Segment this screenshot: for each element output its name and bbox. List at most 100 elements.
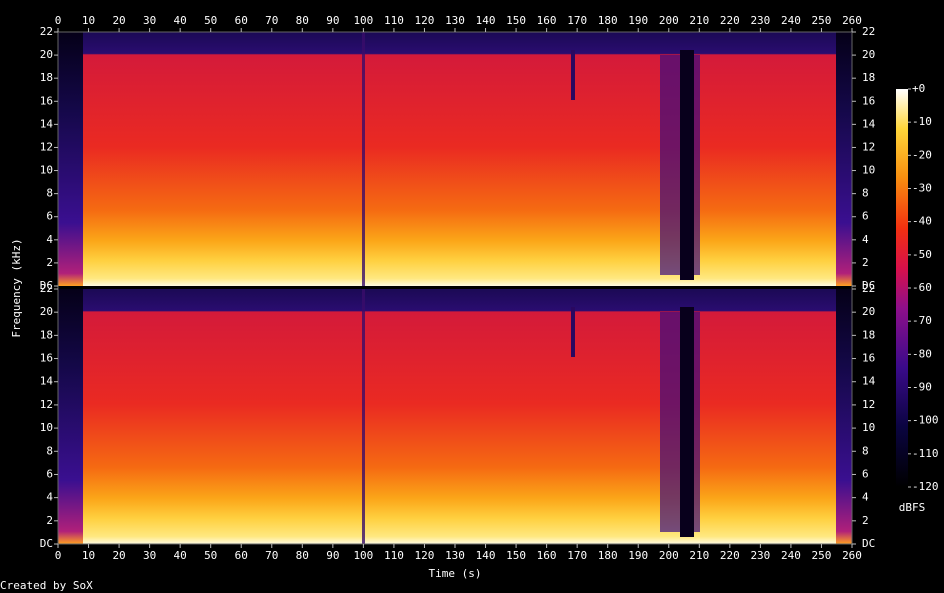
y-tick-label: 16	[862, 94, 875, 107]
y-tick-label: 16	[862, 352, 875, 365]
x-tick-label: 260	[842, 549, 862, 562]
colorbar-tick-label: -20	[912, 148, 932, 161]
y-tick-label: 14	[862, 117, 876, 130]
x-tick-label: 120	[415, 14, 435, 27]
y-tick-label: 20	[40, 305, 53, 318]
x-tick-label: 170	[567, 14, 587, 27]
y-axis-label: Frequency (kHz)	[10, 238, 23, 337]
colorbar-tick-label: +0	[912, 82, 925, 95]
spectrogram-top	[58, 32, 852, 286]
y-tick-label: 12	[862, 140, 875, 153]
y-tick-label: 10	[862, 164, 875, 177]
x-tick-label: 240	[781, 14, 801, 27]
x-tick-label: 10	[82, 549, 95, 562]
y-tick-label: 18	[40, 71, 53, 84]
y-tick-label: 22	[862, 282, 875, 295]
y-tick-label: 18	[862, 71, 875, 84]
y-tick-label: DC	[862, 279, 875, 292]
y-tick-label: 12	[862, 398, 875, 411]
y-tick-label: 8	[46, 444, 53, 457]
x-tick-label: 70	[265, 549, 278, 562]
x-tick-label: 50	[204, 549, 217, 562]
x-tick-label: 0	[55, 14, 62, 27]
y-tick-label: 22	[40, 282, 53, 295]
y-tick-label: 12	[40, 398, 53, 411]
x-tick-label: 210	[689, 549, 709, 562]
x-tick-label: 250	[812, 549, 832, 562]
colorbar-tick-label: -30	[912, 182, 932, 195]
x-tick-label: 220	[720, 549, 740, 562]
x-tick-label: 180	[598, 549, 618, 562]
y-tick-label: 4	[862, 233, 869, 246]
y-tick-label: 2	[46, 514, 53, 527]
y-tick-label: 18	[862, 328, 875, 341]
colorbar-tick-label: -10	[912, 115, 932, 128]
colorbar-tick-label: -110	[912, 447, 939, 460]
x-tick-label: 40	[174, 549, 187, 562]
x-tick-label: 200	[659, 14, 679, 27]
y-tick-label: 4	[46, 233, 53, 246]
x-tick-label: 20	[112, 549, 125, 562]
footer: Created by SoX	[0, 579, 93, 592]
spectrogram-bottom	[58, 289, 852, 544]
x-tick-label: 160	[537, 549, 557, 562]
x-tick-label: 110	[384, 14, 404, 27]
y-tick-label: 4	[46, 491, 53, 504]
x-tick-label: 30	[143, 549, 156, 562]
colorbar-tick-label: -60	[912, 281, 932, 294]
x-tick-label: 150	[506, 14, 526, 27]
x-tick-label: 190	[628, 549, 648, 562]
colorbar-tick-label: -90	[912, 381, 932, 394]
x-tick-label: 100	[353, 549, 373, 562]
y-tick-label: 8	[46, 187, 53, 200]
x-tick-label: 10	[82, 14, 95, 27]
y-tick-label: 14	[40, 117, 54, 130]
y-tick-label: 6	[46, 210, 53, 223]
x-tick-label: 150	[506, 549, 526, 562]
x-tick-label: 40	[174, 14, 187, 27]
x-tick-label: 220	[720, 14, 740, 27]
y-tick-label: 2	[862, 256, 869, 269]
y-tick-label: 18	[40, 328, 53, 341]
y-tick-label: 22	[40, 25, 53, 38]
y-tick-label: 2	[46, 256, 53, 269]
y-tick-label: 22	[862, 25, 875, 38]
y-tick-label: 14	[40, 375, 54, 388]
x-tick-label: 20	[112, 14, 125, 27]
x-axis-label: Time (s)	[429, 567, 482, 580]
x-tick-label: 180	[598, 14, 618, 27]
x-tick-label: 50	[204, 14, 217, 27]
y-tick-label: 6	[862, 467, 869, 480]
colorbar	[896, 89, 908, 487]
y-tick-label: 2	[862, 514, 869, 527]
x-tick-label: 170	[567, 549, 587, 562]
x-tick-label: 130	[445, 14, 465, 27]
x-tick-label: 190	[628, 14, 648, 27]
x-tick-label: 80	[296, 14, 309, 27]
y-tick-label: 6	[46, 467, 53, 480]
x-tick-label: 250	[812, 14, 832, 27]
x-tick-label: 240	[781, 549, 801, 562]
y-tick-label: 10	[40, 421, 53, 434]
x-tick-label: 60	[235, 549, 248, 562]
x-tick-label: 200	[659, 549, 679, 562]
x-tick-label: 90	[326, 549, 339, 562]
y-tick-label: 14	[862, 375, 876, 388]
y-tick-label: DC	[40, 537, 53, 550]
x-tick-label: 110	[384, 549, 404, 562]
y-tick-label: 4	[862, 491, 869, 504]
y-tick-label: 6	[862, 210, 869, 223]
y-tick-label: 8	[862, 444, 869, 457]
colorbar-tick-label: -120	[912, 480, 939, 493]
y-tick-label: 20	[40, 48, 53, 61]
y-tick-label: 20	[862, 48, 875, 61]
x-tick-label: 120	[415, 549, 435, 562]
y-tick-label: 8	[862, 187, 869, 200]
x-tick-label: 100	[353, 14, 373, 27]
x-tick-label: 0	[55, 549, 62, 562]
x-tick-label: 260	[842, 14, 862, 27]
colorbar-tick-label: -50	[912, 248, 932, 261]
x-tick-label: 230	[750, 549, 770, 562]
y-tick-label: 10	[862, 421, 875, 434]
